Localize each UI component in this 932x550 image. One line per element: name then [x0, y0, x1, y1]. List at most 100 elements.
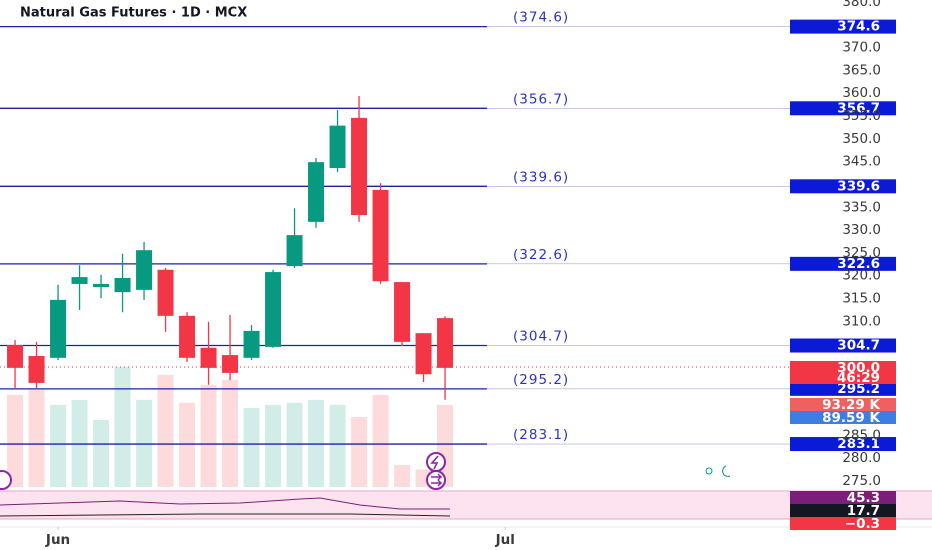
candle-body — [50, 299, 67, 358]
candle-body — [222, 355, 239, 373]
candle-layer — [7, 95, 454, 400]
chart-title: Natural Gas Futures · 1D · MCX — [20, 6, 247, 21]
candle-body — [415, 333, 432, 375]
level-box-label: 322.6 — [837, 256, 880, 272]
level-box — [790, 338, 896, 353]
volume-ma-label: 89.59 K — [822, 410, 880, 426]
level-label: (283.1) — [513, 427, 569, 443]
level-label: (374.6) — [513, 10, 569, 26]
volume-bar — [7, 394, 24, 487]
volume-bar — [372, 394, 389, 487]
candle-body — [351, 117, 368, 216]
y-tick-label: 275.0 — [842, 473, 881, 489]
indicator-label: 17.7 — [847, 503, 880, 519]
tool-icon[interactable] — [426, 452, 446, 472]
y-tick-label: 330.0 — [842, 222, 881, 238]
volume-bar — [93, 419, 110, 487]
x-tick-label: Jun — [45, 532, 70, 548]
y-tick-label: 310.0 — [842, 313, 881, 329]
level-box — [790, 381, 896, 396]
volume-bar — [286, 402, 303, 487]
volume-bar — [351, 416, 368, 487]
level-box — [790, 256, 896, 271]
candle-body — [308, 162, 325, 222]
volume-bar — [114, 366, 131, 487]
last-price: 300.0 — [837, 360, 880, 376]
level-box-label: 283.1 — [837, 436, 880, 452]
candle-body — [200, 347, 217, 368]
volume-bar — [179, 402, 196, 487]
candle-body — [28, 356, 45, 383]
candle-body — [243, 330, 260, 358]
candle-body — [265, 272, 282, 347]
x-tick-label: Jul — [495, 532, 515, 548]
indicator-box — [790, 491, 896, 504]
y-tick-label: 335.0 — [842, 199, 881, 215]
candle-body — [394, 282, 411, 342]
volume-box — [790, 398, 896, 411]
level-box-label: 295.2 — [837, 381, 880, 397]
indicator-box — [790, 504, 896, 517]
level-box-label: 356.7 — [837, 100, 880, 116]
indicator-label: −0.3 — [845, 516, 880, 532]
indicator-label: 45.3 — [847, 490, 880, 506]
volume-bar — [243, 407, 260, 487]
level-box — [790, 101, 896, 116]
volume-bar — [222, 379, 239, 487]
tool-icon[interactable] — [426, 470, 446, 490]
candle-body — [329, 125, 346, 169]
volume-bar — [50, 404, 67, 487]
indicator-box — [790, 517, 896, 530]
y-tick-label: 370.0 — [842, 40, 881, 56]
candle-body — [136, 250, 153, 290]
y-tick-label: 325.0 — [842, 245, 881, 261]
volume-layer — [7, 366, 454, 487]
volume-ma-box — [790, 411, 896, 424]
candle-body — [286, 235, 303, 267]
countdown: 46:29 — [837, 370, 880, 386]
candle-body — [179, 315, 196, 358]
candle-body — [7, 345, 24, 368]
volume-bar — [200, 384, 217, 487]
candle-body — [93, 283, 110, 288]
volume-bar — [394, 465, 411, 487]
tool-icon[interactable] — [0, 470, 12, 490]
y-tick-label: 285.0 — [842, 427, 881, 443]
candle-body — [372, 189, 389, 282]
candle-body — [71, 277, 88, 284]
session-icon — [705, 465, 731, 477]
level-box — [790, 179, 896, 194]
y-tick-label: 320.0 — [842, 268, 881, 284]
level-label: (339.6) — [513, 169, 569, 185]
level-label: (356.7) — [513, 91, 569, 107]
candle-body — [157, 269, 174, 316]
y-tick-label: 380.0 — [842, 0, 881, 10]
y-tick-label: 350.0 — [842, 131, 881, 147]
indicator-line-2 — [0, 513, 451, 517]
level-label: (304.7) — [513, 329, 569, 345]
level-label: (295.2) — [513, 372, 569, 388]
level-box-label: 374.6 — [837, 19, 880, 35]
candle-body — [114, 277, 131, 293]
volume-bar — [265, 404, 282, 487]
volume-bar — [329, 404, 346, 487]
level-layer: (374.6) 374.6 (356.7) 356.7 (339.6) 339.6 (322… — [0, 10, 896, 452]
y-tick-label: 345.0 — [842, 154, 881, 170]
y-tick-label: 365.0 — [842, 62, 881, 78]
y-tick-label: 355.0 — [842, 108, 881, 124]
level-box-label: 304.7 — [837, 338, 880, 354]
y-tick-label: 280.0 — [842, 450, 881, 466]
level-box — [790, 437, 896, 452]
y-tick-label: 360.0 — [842, 85, 881, 101]
volume-bar — [28, 389, 45, 487]
level-label: (322.6) — [513, 247, 569, 263]
volume-bar — [157, 374, 174, 487]
indicator-line — [0, 497, 450, 510]
level-box-label: 339.6 — [837, 178, 880, 194]
y-tick-label: 315.0 — [842, 291, 881, 307]
level-box — [790, 19, 896, 34]
volume-label: 93.29 K — [822, 397, 880, 413]
candle-body — [437, 318, 454, 368]
